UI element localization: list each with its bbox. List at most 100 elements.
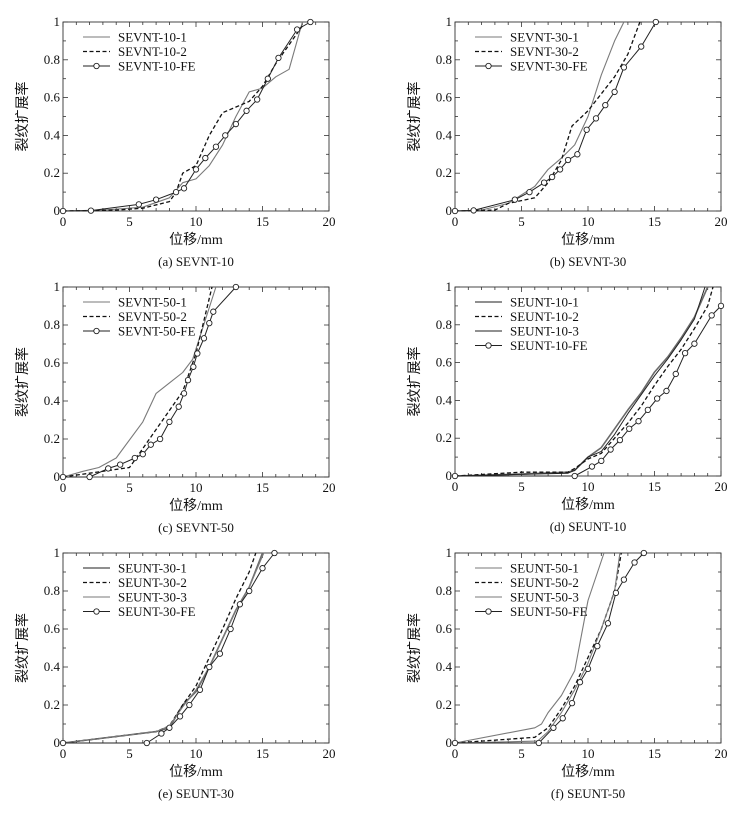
data-point-sevnt-30-fe (620, 64, 628, 71)
data-point-seunt-30-fe (259, 565, 266, 572)
series-line-sevnt-10-2 (62, 25, 303, 212)
plot-frame (62, 21, 330, 212)
data-point-seunt-50-fe (584, 665, 592, 673)
data-point-sevnt-50-fe (131, 454, 138, 462)
y-tick-label: 0.8 (44, 52, 60, 67)
data-point-seunt-10-fe (588, 463, 596, 470)
data-point-sevnt-10-fe (172, 188, 180, 196)
data-point-sevnt-50-fe (194, 350, 201, 357)
plot-frame (62, 286, 330, 478)
x-tick-label: 10 (190, 480, 203, 495)
data-point-sevnt-50-fe (59, 473, 67, 481)
y-tick-label: 0.8 (436, 317, 452, 332)
chart-panel-b: 0 5 10 15 20 0 0.2 0.4 0.6 0.8 1 位移/mm 裂纹扩展率 (b) SEVN… (406, 14, 728, 269)
x-tick-label: 20 (323, 214, 336, 229)
legend-label: SEVNT-50-1 (118, 295, 187, 310)
y-axis-label: 裂纹扩展率 (14, 82, 31, 152)
x-tick-label: 5 (518, 479, 525, 494)
data-point-seunt-50-fe (576, 679, 584, 686)
x-tick-label: 5 (518, 214, 525, 229)
data-point-sevnt-10-fe (275, 54, 282, 62)
x-tick-label: 15 (256, 214, 269, 229)
panel-caption: (c) SEVNT-50 (158, 520, 234, 535)
series-line-sevnt-30-2 (454, 21, 641, 212)
y-tick-label: 0.6 (44, 355, 61, 370)
data-point-seunt-50-fe (451, 739, 459, 747)
chart-panel-f: 0 5 10 15 20 0 0.2 0.4 0.6 0.8 1 位移/mm 裂纹扩展率 (f) SEUN… (406, 545, 728, 801)
chart-panel-c: 0 5 10 15 20 0 0.2 0.4 0.6 0.8 1 位移/mm 裂纹扩展率 (c) SEVN… (14, 279, 336, 535)
chart-panel-a: 0 5 10 15 20 0 0.2 0.4 0.6 0.8 1 位移/mm 裂纹扩展率 (a) SEVN… (14, 14, 336, 269)
data-point-seunt-10-fe (616, 436, 624, 444)
x-axis-label: 位移/mm (561, 232, 615, 248)
data-point-sevnt-50-fe (156, 435, 164, 443)
legend-label: SEUNT-30-1 (118, 561, 187, 576)
legend-label: SEVNT-10-FE (118, 59, 196, 74)
y-tick-label: 1 (446, 279, 453, 294)
y-axis-label: 裂纹扩展率 (14, 347, 31, 417)
data-point-sevnt-50-fe (210, 308, 217, 315)
data-point-sevnt-50-fe (190, 363, 197, 370)
data-point-sevnt-50-fe (206, 319, 213, 327)
data-point-sevnt-30-fe (526, 188, 533, 196)
data-point-seunt-50-fe (612, 589, 620, 597)
data-point-seunt-30-fe (176, 713, 184, 720)
data-point-seunt-10-fe (644, 406, 651, 413)
data-point-sevnt-30-fe (602, 102, 609, 109)
y-tick-label: 1 (446, 545, 453, 560)
data-point-sevnt-30-fe (548, 173, 556, 181)
x-tick-label: 15 (256, 746, 269, 761)
data-point-sevnt-10-fe (222, 132, 229, 139)
y-tick-label: 0 (446, 735, 453, 750)
data-point-sevnt-50-fe (200, 335, 208, 342)
data-point-sevnt-50-fe (86, 473, 93, 481)
data-point-sevnt-50-fe (232, 283, 240, 291)
series-line-sevnt-10-1 (62, 21, 303, 212)
data-point-sevnt-30-fe (564, 156, 572, 164)
data-point-seunt-50-fe (550, 724, 557, 731)
plot-frame (454, 21, 722, 212)
data-point-seunt-50-fe (568, 699, 576, 707)
data-point-sevnt-50-fe (147, 441, 154, 448)
legend-marker (485, 342, 492, 349)
y-tick-label: 0.4 (436, 659, 453, 674)
data-point-sevnt-30-fe (556, 166, 564, 173)
y-tick-label: 0.6 (436, 90, 453, 105)
data-point-sevnt-30-fe (451, 207, 459, 215)
data-point-seunt-10-fe (571, 472, 578, 480)
x-tick-label: 0 (60, 214, 67, 229)
legend-label: SEUNT-50-3 (510, 590, 579, 605)
x-axis-label: 位移/mm (169, 764, 223, 780)
legend-label: SEVNT-30-2 (510, 44, 579, 59)
legend-label: SEVNT-30-FE (510, 59, 588, 74)
data-point-seunt-30-fe (158, 730, 165, 737)
x-tick-label: 15 (648, 214, 661, 229)
y-tick-label: 0.6 (436, 355, 453, 370)
y-tick-label: 0 (54, 203, 61, 218)
y-tick-label: 0.4 (44, 127, 61, 142)
data-point-seunt-50-fe (620, 576, 628, 583)
y-axis-label: 裂纹扩展率 (406, 613, 423, 683)
data-point-sevnt-10-fe (212, 143, 220, 150)
legend-marker (93, 327, 100, 335)
y-tick-label: 0 (54, 735, 61, 750)
data-point-seunt-10-fe (663, 387, 670, 395)
panel-caption: (d) SEUNT-10 (550, 519, 626, 534)
data-point-sevnt-10-fe (307, 18, 314, 26)
data-point-seunt-10-fe (691, 340, 698, 347)
data-point-seunt-30-fe (143, 739, 150, 747)
data-point-sevnt-10-fe (293, 26, 301, 33)
series-line-seunt-30-3 (62, 552, 265, 744)
data-point-sevnt-10-fe (232, 120, 240, 128)
x-tick-label: 10 (582, 479, 595, 494)
legend-label: SEUNT-50-2 (510, 575, 579, 590)
panel-caption: (e) SEUNT-30 (158, 786, 234, 801)
data-point-sevnt-30-fe (511, 196, 518, 203)
data-point-sevnt-30-fe (574, 151, 581, 158)
data-point-seunt-10-fe (681, 349, 689, 357)
x-tick-label: 0 (452, 746, 459, 761)
series-line-seunt-10-fe (455, 305, 722, 477)
x-tick-label: 5 (126, 746, 133, 761)
data-point-sevnt-10-fe (192, 166, 200, 173)
x-axis-label: 位移/mm (169, 232, 223, 248)
